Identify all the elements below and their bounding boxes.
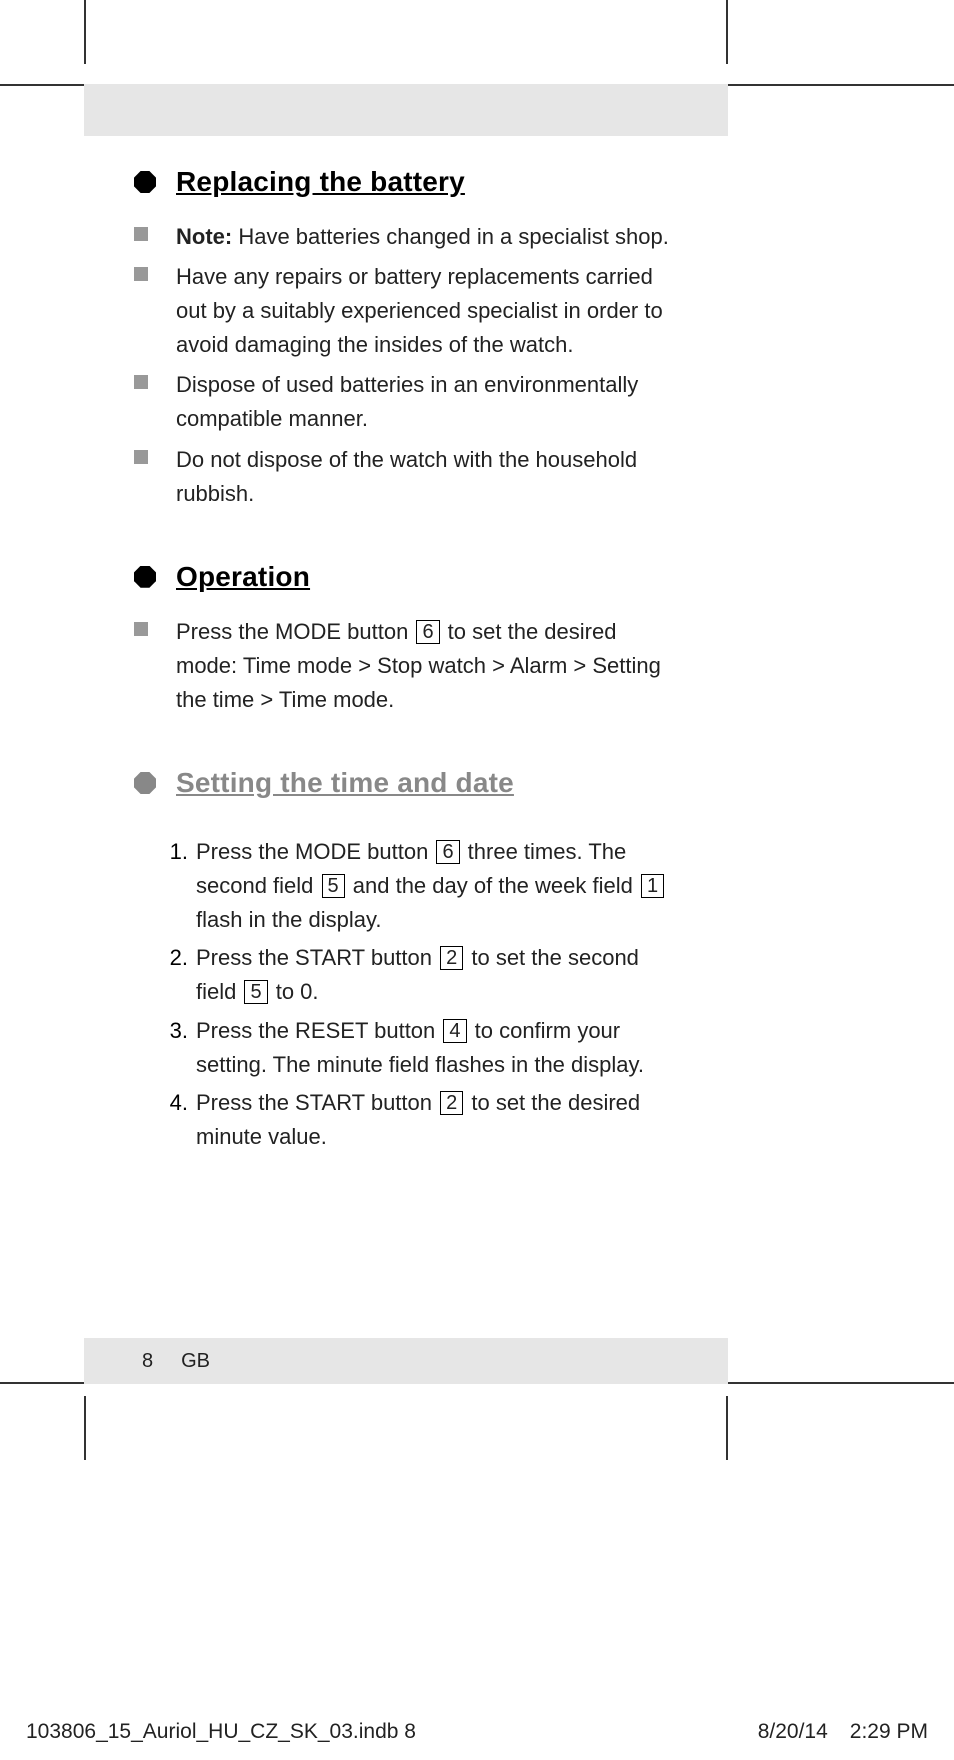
section-heading-operation: Operation: [134, 561, 678, 593]
meta-filename: 103806_15_Auriol_HU_CZ_SK_03.indb 8: [26, 1720, 416, 1744]
numbered-list-setting-time: 1.Press the MODE button 6 three times. T…: [164, 835, 678, 1154]
square-bullet-icon: [134, 622, 148, 636]
step-text: Press the START button 2 to set the seco…: [196, 941, 678, 1009]
text-fragment: Press the START button: [196, 1090, 438, 1115]
bullet-list-operation: Press the MODE button 6 to set the desir…: [134, 615, 678, 717]
list-item: Dispose of used batteries in an environm…: [134, 368, 678, 436]
step-text: Press the START button 2 to set the desi…: [196, 1086, 678, 1154]
crop-mark: [726, 1382, 954, 1384]
step-text: Press the RESET button 4 to confirm your…: [196, 1014, 678, 1082]
crop-mark: [726, 1396, 728, 1460]
section-heading-setting-time: Setting the time and date: [134, 767, 678, 799]
text-fragment: flash in the display.: [196, 907, 381, 932]
text-fragment: Dispose of used batteries in an environm…: [176, 372, 638, 431]
page-content: Replacing the battery Note: Have batteri…: [84, 136, 728, 1154]
list-item: 3.Press the RESET button 4 to confirm yo…: [164, 1014, 678, 1082]
crop-mark: [726, 84, 954, 86]
octagon-icon: [134, 772, 156, 794]
meta-time: 2:29 PM: [850, 1720, 928, 1744]
bullet-text: Dispose of used batteries in an environm…: [176, 368, 678, 436]
text-fragment: Have any repairs or battery replacements…: [176, 264, 663, 357]
list-item: Do not dispose of the watch with the hou…: [134, 443, 678, 511]
crop-mark: [84, 0, 86, 64]
step-number: 1.: [164, 835, 188, 869]
document-meta: 103806_15_Auriol_HU_CZ_SK_03.indb 8 8/20…: [26, 1720, 928, 1744]
crop-mark: [726, 0, 728, 64]
ref-box: 4: [443, 1019, 466, 1043]
list-item: Note: Have batteries changed in a specia…: [134, 220, 678, 254]
bullet-text: Have any repairs or battery replacements…: [176, 260, 678, 362]
list-item: Have any repairs or battery replacements…: [134, 260, 678, 362]
ref-box: 6: [416, 620, 439, 644]
header-bar: [84, 84, 728, 136]
step-number: 2.: [164, 941, 188, 975]
heading-text: Replacing the battery: [176, 166, 465, 198]
crop-mark: [0, 84, 86, 86]
ref-box: 5: [244, 980, 267, 1004]
crop-mark: [0, 1382, 86, 1384]
text-fragment: Press the RESET button: [196, 1018, 441, 1043]
section-heading-replacing-battery: Replacing the battery: [134, 166, 678, 198]
bullet-text: Note: Have batteries changed in a specia…: [176, 220, 678, 254]
page-footer: 8 GB: [84, 1338, 728, 1384]
list-item: 2.Press the START button 2 to set the se…: [164, 941, 678, 1009]
meta-date: 8/20/14: [758, 1720, 828, 1744]
text-fragment: Press the MODE button: [176, 619, 414, 644]
square-bullet-icon: [134, 227, 148, 241]
text-fragment: Press the MODE button: [196, 839, 434, 864]
square-bullet-icon: [134, 375, 148, 389]
page-body: Replacing the battery Note: Have batteri…: [84, 84, 728, 1384]
note-label: Note:: [176, 224, 232, 249]
octagon-icon: [134, 171, 156, 193]
ref-box: 1: [641, 874, 664, 898]
bullet-list-battery: Note: Have batteries changed in a specia…: [134, 220, 678, 511]
heading-text: Setting the time and date: [176, 767, 514, 799]
step-number: 3.: [164, 1014, 188, 1048]
octagon-icon: [134, 566, 156, 588]
text-fragment: Press the START button: [196, 945, 438, 970]
list-item: 1.Press the MODE button 6 three times. T…: [164, 835, 678, 937]
bullet-text: Press the MODE button 6 to set the desir…: [176, 615, 678, 717]
text-fragment: to 0.: [270, 979, 319, 1004]
list-item: Press the MODE button 6 to set the desir…: [134, 615, 678, 717]
square-bullet-icon: [134, 267, 148, 281]
heading-text: Operation: [176, 561, 310, 593]
language-code: GB: [181, 1350, 210, 1373]
list-item: 4.Press the START button 2 to set the de…: [164, 1086, 678, 1154]
ref-box: 6: [436, 840, 459, 864]
text-fragment: Have batteries changed in a specialist s…: [232, 224, 669, 249]
step-text: Press the MODE button 6 three times. The…: [196, 835, 678, 937]
step-number: 4.: [164, 1086, 188, 1120]
text-fragment: Do not dispose of the watch with the hou…: [176, 447, 637, 506]
square-bullet-icon: [134, 450, 148, 464]
bullet-text: Do not dispose of the watch with the hou…: [176, 443, 678, 511]
page-number: 8: [142, 1350, 153, 1373]
crop-mark: [84, 1396, 86, 1460]
text-fragment: and the day of the week field: [347, 873, 639, 898]
ref-box: 5: [322, 874, 345, 898]
ref-box: 2: [440, 946, 463, 970]
ref-box: 2: [440, 1091, 463, 1115]
